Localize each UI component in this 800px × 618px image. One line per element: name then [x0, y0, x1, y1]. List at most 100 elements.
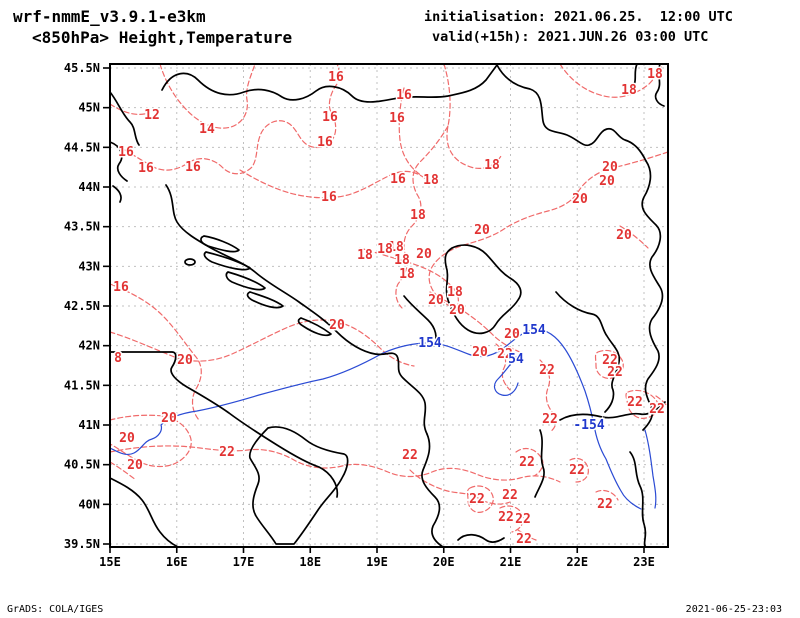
temperature-contour-label: 22: [515, 512, 531, 527]
temperature-contour-label: 16: [185, 160, 201, 175]
temp-contour-path: [443, 63, 502, 169]
temperature-contour-label: 18: [447, 285, 463, 300]
temperature-contour-label: 16: [389, 111, 405, 126]
lon-tick-label: 16E: [166, 555, 188, 569]
temperature-contour-label: 18: [621, 83, 637, 98]
temperature-contour-label: 16: [317, 135, 333, 150]
coastline-island: [184, 258, 196, 266]
temp-contour-path: [109, 283, 202, 422]
border-path: [654, 63, 665, 107]
temperature-contour-label: 22: [502, 488, 518, 503]
temperature-contour-label: 18: [377, 242, 393, 257]
border-path: [421, 433, 444, 548]
temperature-contour-label: 22: [516, 532, 532, 547]
temperature-contour-label: 16: [321, 190, 337, 205]
lon-tick-label: 20E: [433, 555, 455, 569]
temperature-contour-label: 20: [599, 174, 615, 189]
coastline-island: [246, 291, 284, 309]
temperature-contour-label: 8: [114, 351, 122, 366]
border-path: [534, 429, 545, 498]
temp-contour-path: [109, 103, 149, 116]
border-path: [165, 184, 428, 435]
temperature-contour-label: 20: [474, 223, 490, 238]
temperature-contour-label: 18: [410, 208, 426, 223]
lat-tick-label: 43N: [78, 259, 100, 273]
height-contour-label: 154: [522, 323, 546, 338]
temp-contour-path: [109, 63, 340, 175]
coastline-island: [203, 251, 251, 271]
lat-tick-label: 40N: [78, 497, 100, 511]
height-contour-path: [109, 424, 163, 456]
border-path: [109, 351, 339, 498]
temperature-contour-label: 16: [322, 110, 338, 125]
lon-tick-label: 18E: [299, 555, 321, 569]
lon-tick-label: 22E: [566, 555, 588, 569]
border-path: [496, 64, 647, 162]
lon-tick-label: 19E: [366, 555, 388, 569]
temp-contour-path: [109, 461, 137, 481]
temp-contour-path: [359, 247, 459, 308]
field-title: <850hPa> Height,Temperature: [32, 28, 293, 47]
temperature-contour-label: 20: [329, 318, 345, 333]
height-contour-path: [493, 356, 519, 396]
temperature-contour-label: 20: [127, 458, 143, 473]
border-path: [559, 401, 666, 421]
plot-timestamp: 2021-06-25-23:03: [685, 604, 782, 615]
temperature-contour-label: 18: [394, 253, 410, 268]
temperature-contour-label: 22: [627, 395, 643, 410]
axes: 15E 16E 17E 18E 19E 20E 21E 22E 23E 45.5N 45N 44.5N…: [64, 61, 655, 569]
temperature-contour-label: 18: [399, 267, 415, 282]
init-time-label: initialisation: 2021.06.25. 12:00 UTC: [424, 9, 733, 25]
lat-tick-label: 43.5N: [64, 220, 100, 234]
temp-contour-path: [594, 349, 624, 379]
temp-contour-path: [499, 505, 524, 533]
temp-contour-path: [395, 125, 449, 309]
temperature-contour-label: 22: [607, 365, 623, 380]
temperature-contour-label: 22: [649, 402, 665, 417]
temp-contour-path: [109, 414, 192, 468]
height-contour-label: 154: [418, 336, 442, 351]
temp-contour-path: [559, 63, 664, 98]
valid-time-label: valid(+15h): 2021.JUN.26 03:00 UTC: [432, 29, 709, 45]
border-path: [457, 533, 505, 544]
temp-contour-path: [595, 489, 619, 501]
border-path: [403, 295, 437, 347]
temperature-contour-label: 16: [396, 88, 412, 103]
height-contour-lines: [109, 328, 657, 510]
lat-tick-label: 45.5N: [64, 61, 100, 75]
temperature-contour-label: 18: [647, 67, 663, 82]
lon-tick-label: 17E: [233, 555, 255, 569]
temperature-contour-label: 22: [469, 492, 485, 507]
border-path: [631, 63, 638, 89]
temperature-contour-label: 20: [616, 228, 632, 243]
border-path: [555, 291, 621, 413]
border-path: [641, 160, 664, 431]
height-contour-label: 54: [508, 352, 524, 367]
border-path: [248, 426, 349, 545]
temperature-contour-label: 20: [119, 431, 135, 446]
temp-contour-path: [159, 63, 256, 129]
temp-contour-path: [398, 87, 423, 177]
temperature-contour-label: 22: [498, 510, 514, 525]
lat-tick-label: 41N: [78, 418, 100, 432]
model-title: wrf-nmmE_v3.9.1-e3km: [13, 7, 206, 26]
temperature-contour-label: 20: [602, 160, 618, 175]
coastline-island: [297, 317, 332, 337]
border-path: [444, 244, 522, 335]
temperature-contour-label: 22: [519, 455, 535, 470]
temp-contour-path: [539, 359, 557, 433]
temp-contour-path: [517, 529, 537, 541]
temp-contour-path: [619, 225, 649, 249]
temperature-contour-label: 18: [388, 240, 404, 255]
lat-tick-label: 39.5N: [64, 537, 100, 551]
temp-contour-path: [625, 389, 659, 419]
grads-credit: GrADS: COLA/IGES: [7, 604, 104, 615]
temp-contour-path: [239, 169, 427, 199]
temperature-contour-lines: [109, 63, 669, 541]
lat-tick-label: 44N: [78, 180, 100, 194]
height-contour-path: [644, 429, 657, 509]
border-path: [109, 141, 128, 203]
